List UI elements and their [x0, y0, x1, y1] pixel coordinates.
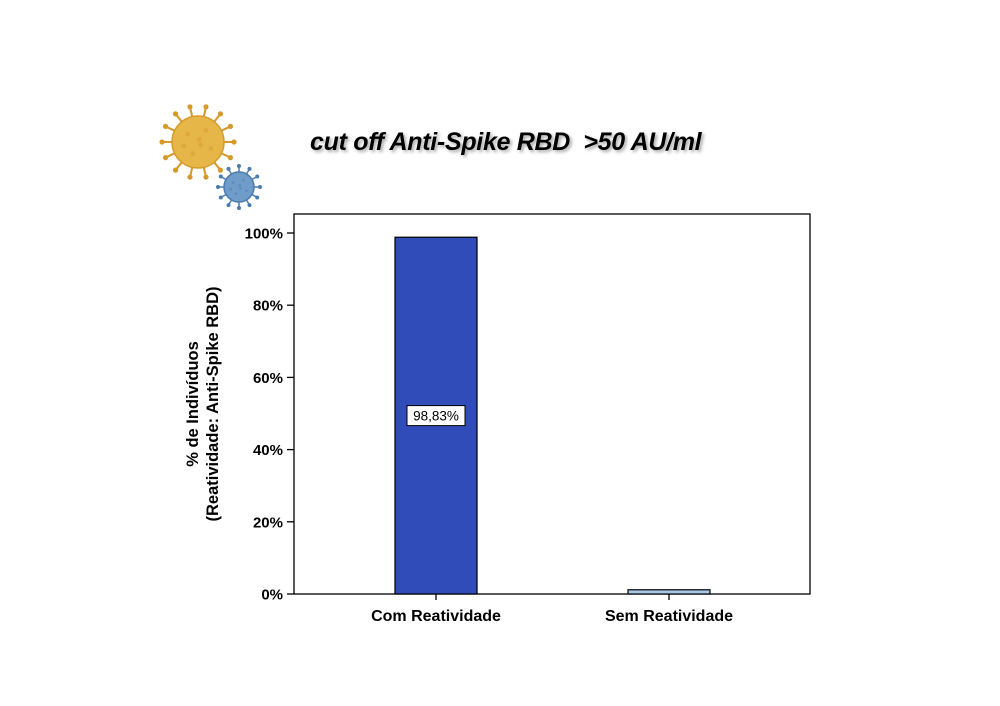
data-label: 98,83% — [406, 405, 466, 427]
y-tick-label: 100% — [245, 226, 283, 243]
chart-title: cut off Anti-Spike RBD >50 AU/ml — [310, 128, 702, 156]
y-tick-label: 60% — [253, 370, 283, 387]
data-label-box — [406, 405, 466, 427]
y-axis-label-line1: % de Indivíduos — [184, 341, 202, 467]
y-tick-label: 40% — [253, 442, 283, 459]
bars: 98,83% — [394, 236, 711, 595]
bar — [627, 589, 711, 595]
y-axis: 0% 20% 40% 60% 80% 100% — [245, 226, 294, 604]
virus-small-icon — [216, 164, 262, 210]
x-axis: Com Reatividade Sem Reatividade — [371, 594, 733, 625]
data-label-text: 98,83% — [413, 409, 459, 424]
y-tick-label: 0% — [261, 587, 283, 604]
y-tick-label: 80% — [253, 298, 283, 315]
x-tick-label: Sem Reatividade — [605, 608, 733, 625]
y-axis-label-line2: (Reatividade: Anti-Spike RBD) — [204, 287, 222, 522]
x-tick-label: Com Reatividade — [371, 608, 501, 625]
virus-large-icon — [159, 104, 237, 180]
y-tick-label: 20% — [253, 514, 283, 531]
plot-area — [293, 213, 811, 595]
